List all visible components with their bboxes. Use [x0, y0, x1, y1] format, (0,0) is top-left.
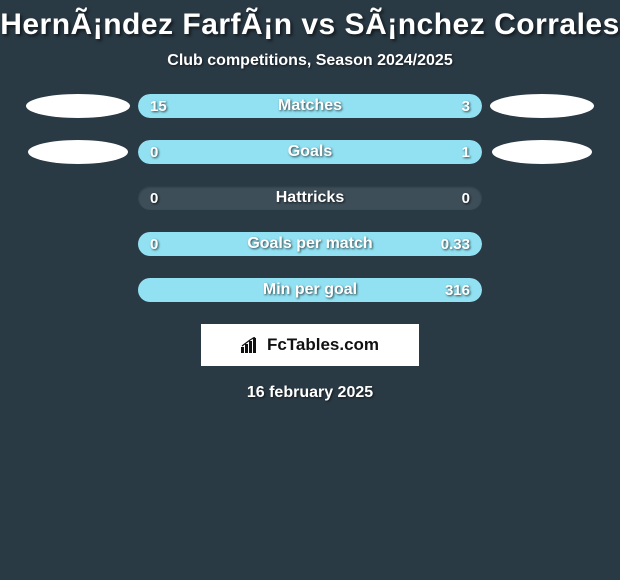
stat-bar: 00Hattricks: [138, 186, 482, 210]
player-right-ellipse: [490, 94, 594, 118]
stat-rows: 153Matches 01Goals 00Hattricks 00.33Goals p…: [0, 94, 620, 302]
stat-bar: 01Goals: [138, 140, 482, 164]
stat-bar: 316Min per goal: [138, 278, 482, 302]
stat-row: 01Goals: [0, 140, 620, 164]
stat-row: 316Min per goal: [0, 278, 620, 302]
stat-label: Hattricks: [138, 186, 482, 210]
stat-label: Min per goal: [138, 278, 482, 302]
stat-bar: 00.33Goals per match: [138, 232, 482, 256]
stat-label: Goals: [138, 140, 482, 164]
player-left-ellipse: [28, 140, 128, 164]
stat-row: 00.33Goals per match: [0, 232, 620, 256]
stat-label: Goals per match: [138, 232, 482, 256]
right-slot: [482, 140, 602, 164]
branding-text: FcTables.com: [267, 335, 379, 355]
player-left-ellipse: [26, 94, 130, 118]
stat-row: 153Matches: [0, 94, 620, 118]
chart-bars-icon: [241, 337, 261, 353]
branding-box: FcTables.com: [201, 324, 419, 366]
player-right-ellipse: [492, 140, 592, 164]
stat-bar: 153Matches: [138, 94, 482, 118]
page-title: HernÃ¡ndez FarfÃ¡n vs SÃ¡nchez Corrales: [0, 8, 620, 42]
left-slot: [18, 140, 138, 164]
footer-date: 16 february 2025: [0, 384, 620, 402]
right-slot: [482, 94, 602, 118]
stat-row: 00Hattricks: [0, 186, 620, 210]
left-slot: [18, 94, 138, 118]
stat-label: Matches: [138, 94, 482, 118]
comparison-infographic: HernÃ¡ndez FarfÃ¡n vs SÃ¡nchez Corrales …: [0, 0, 620, 402]
page-subtitle: Club competitions, Season 2024/2025: [0, 52, 620, 70]
